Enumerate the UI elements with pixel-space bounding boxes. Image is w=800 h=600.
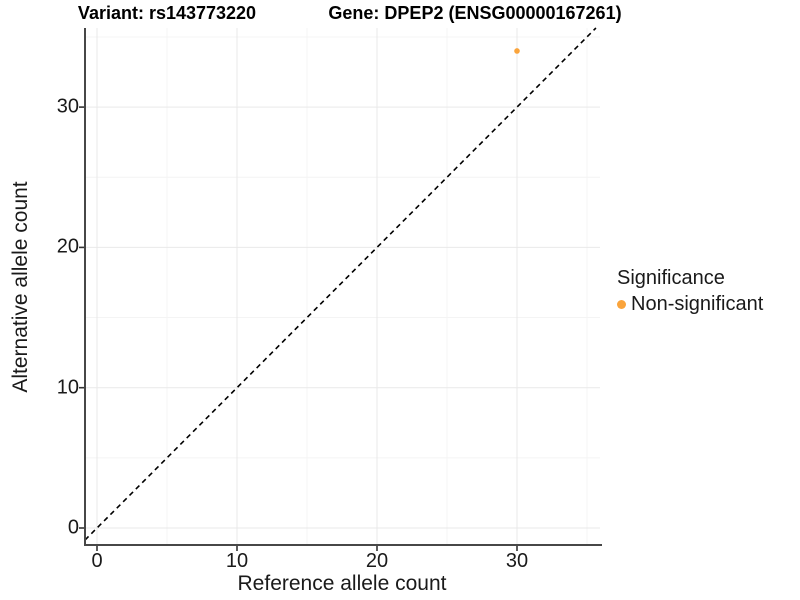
x-tick-label: 0	[91, 550, 103, 572]
x-tick-label: 30	[505, 550, 529, 572]
y-tick-label: 30	[56, 95, 79, 118]
y-axis-title: Alternative allele count	[9, 181, 32, 393]
data-point	[514, 48, 520, 54]
x-tick-label: 10	[225, 550, 249, 572]
legend: Significance Non-significant	[617, 267, 763, 316]
legend-title: Significance	[617, 267, 725, 289]
plot-title-gene: Gene: DPEP2 (ENSG00000167261)	[328, 3, 622, 23]
y-tick-label: 0	[67, 516, 79, 539]
y-tick-label: 20	[56, 235, 79, 258]
x-tick-label: 20	[365, 550, 389, 572]
plot-title-variant: Variant: rs143773220	[77, 3, 257, 23]
legend-point-icon	[617, 300, 626, 309]
legend-item-label: Non-significant	[631, 293, 764, 315]
x-axis-title: Reference allele count	[237, 572, 447, 595]
identity-dashed-line	[84, 27, 597, 541]
legend-item-non-significant: Non-significant	[617, 293, 763, 316]
y-tick-label: 10	[56, 376, 79, 399]
